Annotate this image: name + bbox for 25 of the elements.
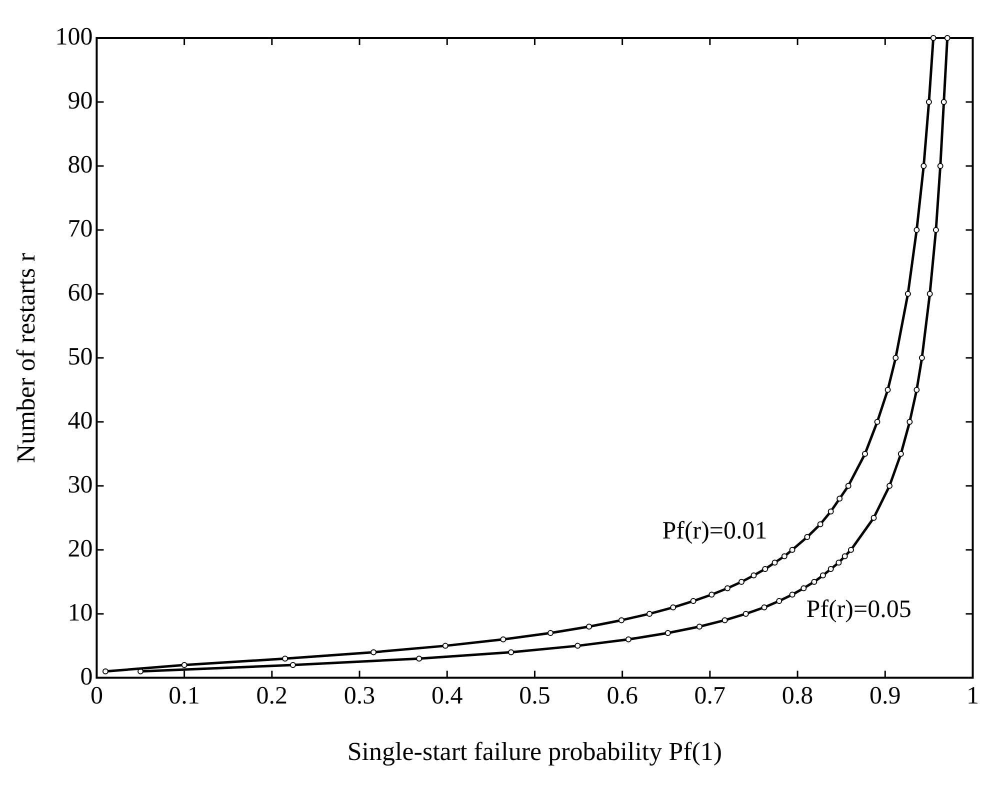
y-tick-label: 90 xyxy=(68,88,93,115)
y-tick-label: 10 xyxy=(68,599,93,626)
x-tick-label: 0.9 xyxy=(870,682,901,710)
y-axis-title: Number of restarts r xyxy=(11,252,40,463)
series-label: Pf(r)=0.01 xyxy=(662,517,768,544)
x-tick-label: 0.5 xyxy=(519,682,550,710)
y-tick-label: 20 xyxy=(68,535,93,562)
y-tick-label: 80 xyxy=(68,152,93,179)
x-tick-label: 0.7 xyxy=(694,682,726,710)
y-tick-label: 40 xyxy=(68,407,93,434)
y-tick-label: 30 xyxy=(68,471,93,498)
y-tick-label: 70 xyxy=(68,216,93,243)
y-tick-label: 50 xyxy=(68,343,93,370)
y-tick-label: 0 xyxy=(80,663,93,690)
x-tick-label: 1 xyxy=(966,682,979,710)
x-tick-label: 0.1 xyxy=(168,682,200,710)
x-tick-label: 0.6 xyxy=(606,682,638,710)
x-tick-label: 0.4 xyxy=(431,682,464,710)
y-tick-label: 100 xyxy=(55,24,93,51)
x-tick-label: 0.2 xyxy=(256,682,288,710)
x-tick-label: 0.8 xyxy=(782,682,814,710)
y-tick-label: 60 xyxy=(68,279,93,306)
x-axis-title: Single-start failure probability Pf(1) xyxy=(347,737,722,766)
x-tick-label: 0.3 xyxy=(344,682,376,710)
legend-label: Pf(r)=0.05 xyxy=(806,596,912,624)
